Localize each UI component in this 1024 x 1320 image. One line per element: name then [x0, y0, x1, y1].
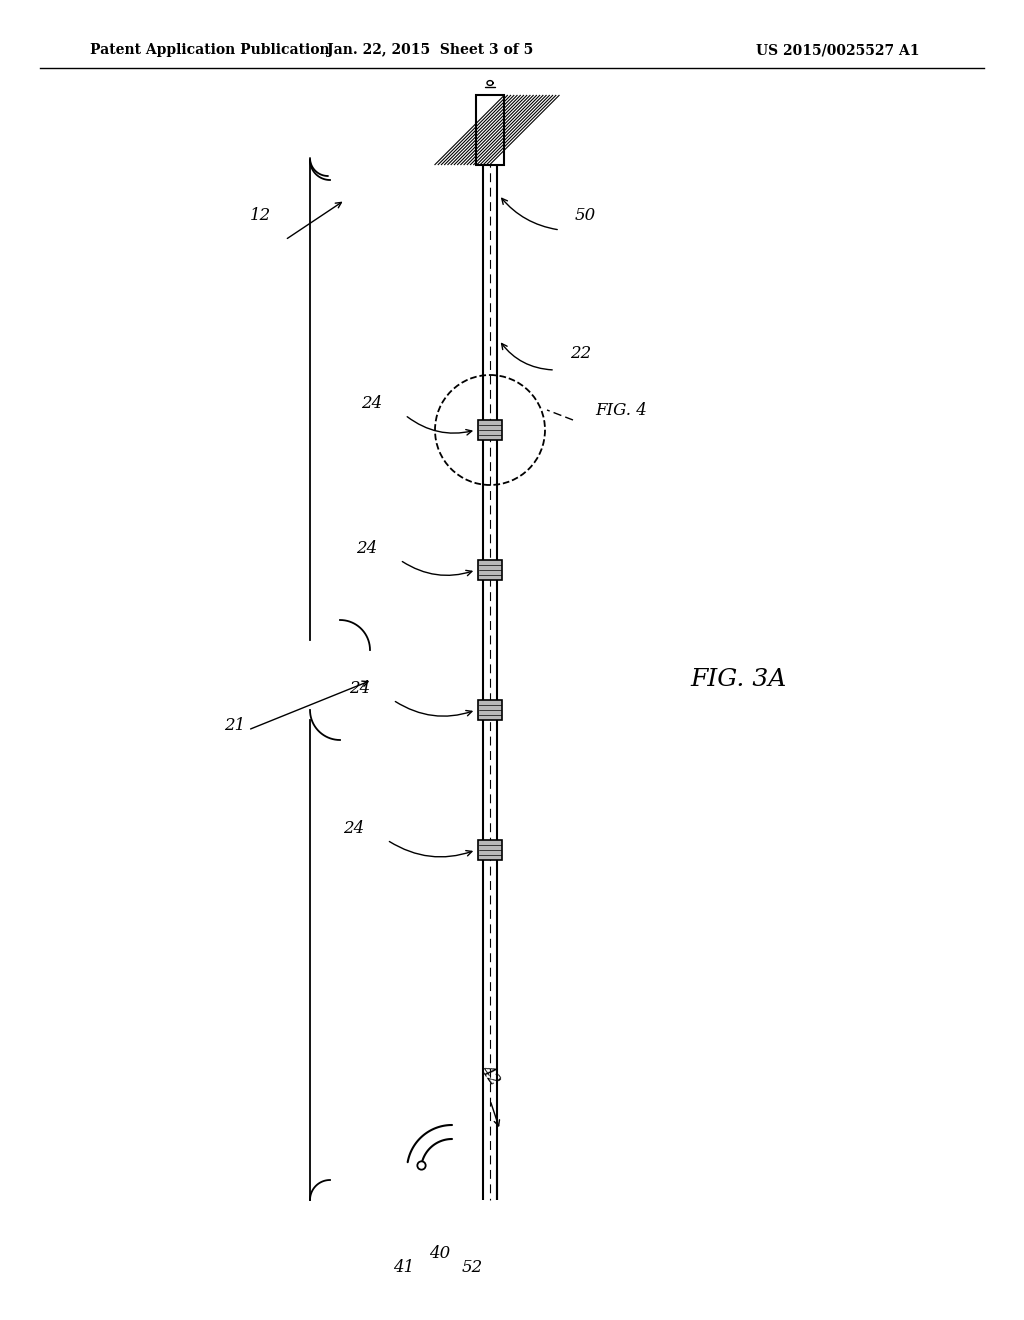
- Text: 52: 52: [462, 1259, 482, 1276]
- Bar: [478, 560, 502, 579]
- Text: 21: 21: [224, 717, 245, 734]
- Text: Jan. 22, 2015  Sheet 3 of 5: Jan. 22, 2015 Sheet 3 of 5: [327, 44, 534, 57]
- Text: 41: 41: [393, 1259, 415, 1276]
- Text: 40: 40: [429, 1245, 451, 1262]
- Bar: [476, 95, 504, 165]
- Text: 24: 24: [355, 540, 377, 557]
- Text: FIG. 3A: FIG. 3A: [690, 668, 786, 692]
- Text: FIG. 4: FIG. 4: [595, 403, 647, 418]
- Text: 24: 24: [349, 680, 370, 697]
- Bar: [476, 95, 504, 165]
- Text: Patent Application Publication: Patent Application Publication: [90, 44, 330, 57]
- Text: 50: 50: [575, 207, 596, 224]
- Bar: [478, 840, 502, 861]
- Text: 12: 12: [250, 207, 270, 224]
- Text: 24: 24: [343, 820, 364, 837]
- Text: 42: 42: [477, 1061, 503, 1089]
- Text: 22: 22: [570, 345, 591, 362]
- Bar: [478, 420, 502, 440]
- Text: 24: 24: [360, 395, 382, 412]
- Text: US 2015/0025527 A1: US 2015/0025527 A1: [757, 44, 920, 57]
- Bar: [478, 700, 502, 719]
